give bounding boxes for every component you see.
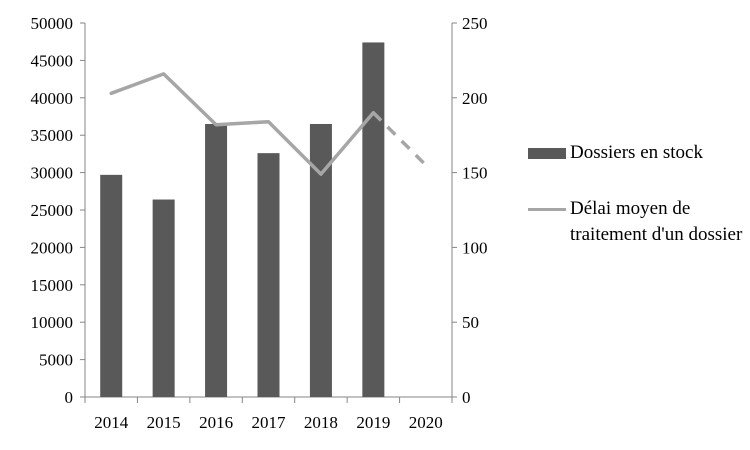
legend-label-bars: Dossiers en stock <box>570 142 703 163</box>
legend-item-bars: Dossiers en stock <box>528 140 743 166</box>
y-right-tick-label: 150 <box>462 164 488 183</box>
legend-swatch-line <box>528 208 566 211</box>
y-left-tick-label: 25000 <box>31 201 74 220</box>
bar-dossiers-en-stock <box>309 123 332 397</box>
y-right-tick-label: 50 <box>462 313 479 332</box>
bar-dossiers-en-stock <box>205 123 228 397</box>
y-left-tick-label: 5000 <box>39 351 73 370</box>
x-tick-label: 2019 <box>356 413 390 432</box>
legend-item-line: Délai moyen de traitement d'un dossier <box>528 196 743 248</box>
y-left-tick-label: 35000 <box>31 126 74 145</box>
y-left-tick-label: 0 <box>65 388 74 407</box>
y-left-tick-label: 20000 <box>31 238 74 257</box>
line-delai-moyen-dashed <box>372 111 428 167</box>
x-tick-label: 2020 <box>409 413 443 432</box>
y-left-tick-label: 10000 <box>31 313 74 332</box>
x-tick-label: 2018 <box>304 413 338 432</box>
y-right-tick-label: 100 <box>462 238 488 257</box>
x-tick-label: 2014 <box>94 413 129 432</box>
y-right-tick-label: 250 <box>462 14 488 33</box>
x-tick-label: 2017 <box>252 413 287 432</box>
legend: Dossiers en stock Délai moyen de traitem… <box>528 140 743 278</box>
y-left-tick-label: 50000 <box>31 14 74 33</box>
y-left-tick-label: 30000 <box>31 164 74 183</box>
x-tick-label: 2016 <box>199 413 233 432</box>
legend-swatch-bars <box>528 148 566 159</box>
y-right-tick-label: 200 <box>462 89 488 108</box>
y-right-tick-label: 0 <box>462 388 471 407</box>
legend-label-line: Délai moyen de traitement d'un dossier <box>570 198 743 245</box>
line-delai-moyen-solid <box>109 72 376 176</box>
y-left-tick-label: 40000 <box>31 89 74 108</box>
y-left-tick-label: 15000 <box>31 276 74 295</box>
bar-dossiers-en-stock <box>100 174 123 397</box>
y-left-tick-label: 45000 <box>31 51 74 70</box>
x-tick-label: 2015 <box>147 413 181 432</box>
bar-dossiers-en-stock <box>152 199 175 397</box>
bar-dossiers-en-stock <box>362 42 385 398</box>
bar-dossiers-en-stock <box>257 153 280 397</box>
